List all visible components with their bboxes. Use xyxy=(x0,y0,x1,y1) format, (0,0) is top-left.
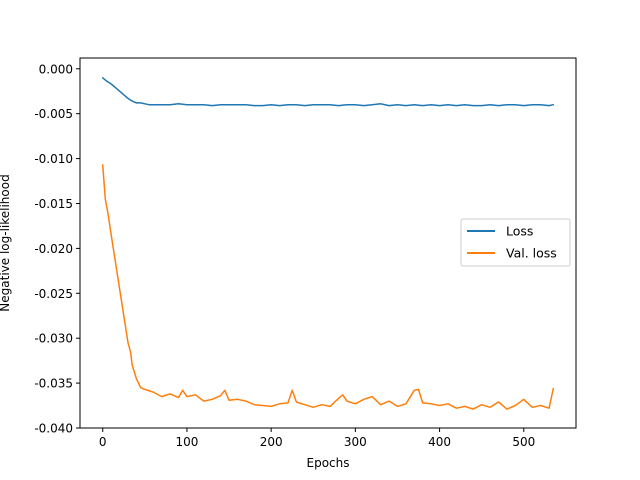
y-axis-ticks: 0.000 -0.005 -0.010 -0.015 -0.020 -0.025 -0.03… xyxy=(34,62,80,436)
y-tick-label: -0.020 xyxy=(34,242,73,256)
x-axis-ticks: 0 100 200 300 400 500 xyxy=(99,428,535,449)
y-tick-label: -0.030 xyxy=(34,332,73,346)
y-tick-label: -0.005 xyxy=(34,107,73,121)
legend: Loss Val. loss xyxy=(460,218,571,267)
plot-lines xyxy=(101,77,555,410)
y-tick-label: -0.025 xyxy=(34,287,73,301)
y-axis-label: Negative log-likelihood xyxy=(0,174,12,311)
x-axis-label: Epochs xyxy=(307,456,350,470)
x-tick-label: 500 xyxy=(512,435,535,449)
x-tick-label: 200 xyxy=(260,435,283,449)
plot-frame xyxy=(79,57,577,429)
x-tick-label: 0 xyxy=(99,435,107,449)
x-tick-label: 400 xyxy=(428,435,451,449)
y-tick-label: -0.035 xyxy=(34,377,73,391)
series-line-0 xyxy=(101,77,555,107)
y-tick-label: 0.000 xyxy=(39,62,73,76)
legend-label-val-loss: Val. loss xyxy=(506,246,557,261)
x-tick-label: 100 xyxy=(175,435,198,449)
y-tick-label: -0.040 xyxy=(34,422,73,436)
y-tick-label: -0.010 xyxy=(34,152,73,166)
legend-label-loss: Loss xyxy=(506,224,533,239)
x-tick-label: 300 xyxy=(344,435,367,449)
series-line-1 xyxy=(101,164,555,410)
y-tick-label: -0.015 xyxy=(34,197,73,211)
